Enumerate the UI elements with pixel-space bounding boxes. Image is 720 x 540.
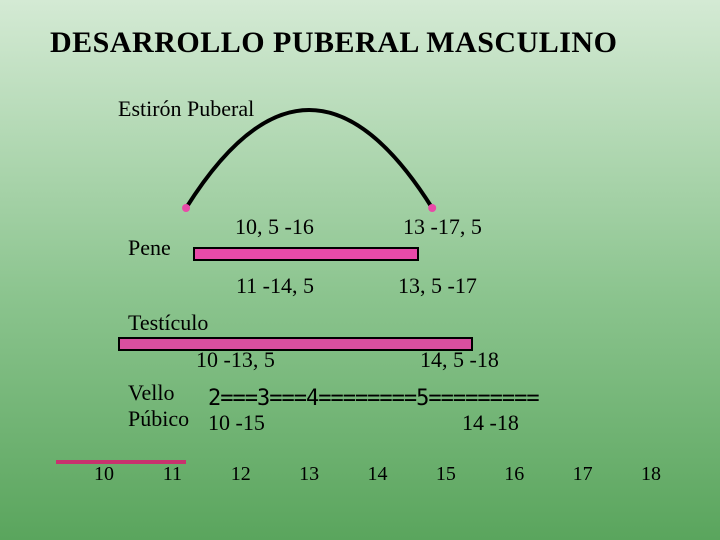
vello-label-1: Vello [128,380,174,406]
axis-tick: 10 [94,463,114,486]
pene-start-label: 10, 5 -16 [235,214,314,240]
vello-range-2: 14 -18 [462,410,519,436]
vello-range-1: 10 -15 [208,410,265,436]
axis-tick: 16 [504,463,524,486]
pene-bar [193,247,419,261]
testiculo-range-start: 10 -13, 5 [196,347,275,373]
testiculo-start-label: 11 -14, 5 [236,273,314,299]
testiculo-label: Testículo [128,310,208,336]
testiculo-range-end: 14, 5 -18 [420,347,499,373]
testiculo-end-label: 13, 5 -17 [398,273,477,299]
axis-tick: 12 [231,463,251,486]
axis-tick: 14 [368,463,388,486]
vello-label-2: Púbico [128,406,189,432]
axis-tick: 15 [436,463,456,486]
axis-tick: 11 [163,463,182,486]
axis-tick: 13 [299,463,319,486]
axis-tick: 18 [641,463,661,486]
axis-tick: 17 [573,463,593,486]
pene-end-label: 13 -17, 5 [403,214,482,240]
pene-label: Pene [128,235,171,261]
slide-content: DESARROLLO PUBERAL MASCULINO Estirón Pub… [0,0,720,540]
growth-arc [0,0,720,540]
vello-stages: 2===3===4========5========= [208,386,539,411]
